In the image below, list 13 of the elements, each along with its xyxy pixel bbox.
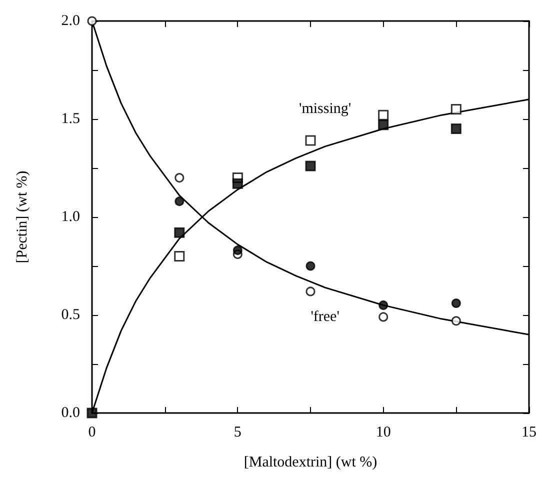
x-tick-label: 10 (376, 424, 391, 440)
x-axis-title: [Maltodextrin] (wt %) (244, 454, 378, 470)
y-tick-label: 2.0 (61, 13, 80, 29)
y-axis-title: [Pectin] (wt %) (14, 170, 30, 264)
y-tick-label: 0.5 (61, 307, 80, 323)
y-tick-label: 1.0 (61, 209, 80, 225)
x-tick-label: 15 (522, 424, 536, 440)
x-tick-label: 0 (88, 424, 96, 440)
series-label: 'free' (310, 309, 340, 326)
y-tick-label: 1.5 (61, 111, 80, 127)
y-tick-label: 0.0 (61, 405, 80, 421)
series-label: 'missing' (299, 100, 352, 117)
x-tick-label: 5 (234, 424, 242, 440)
